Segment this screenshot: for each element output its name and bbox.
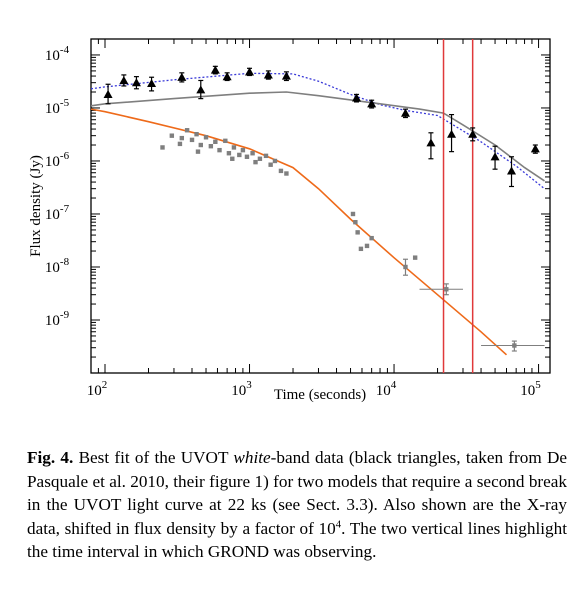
plot-area xyxy=(91,39,545,373)
xray-square-point xyxy=(403,264,408,270)
y-tick-label: 10-7 xyxy=(45,203,70,223)
plot-frame xyxy=(90,38,551,374)
xray-square-point xyxy=(278,168,284,174)
xray-square-point xyxy=(231,145,237,150)
y-tick-label: 10-8 xyxy=(45,256,70,276)
caption-text-c: . The two vertical lines highlight the t… xyxy=(27,518,567,562)
xray-square-point xyxy=(208,143,214,149)
xray-square-point xyxy=(369,235,374,241)
figure-caption: Fig. 4. Best fit of the UVOT white-band … xyxy=(27,446,567,564)
xray-square-point xyxy=(223,138,228,144)
caption-emphasis: white xyxy=(233,448,271,467)
x-axis-title: Time (seconds) xyxy=(274,387,366,403)
x-tick-label: 102 xyxy=(87,379,108,399)
xray-square-point xyxy=(169,133,175,138)
xray-square-point xyxy=(198,142,203,148)
xray-square-point xyxy=(412,255,418,260)
xray-square-point xyxy=(250,151,255,156)
uvot-triangle-point xyxy=(210,65,220,74)
xray-square-point xyxy=(364,243,370,249)
y-tick-label: 10-9 xyxy=(45,309,70,329)
xray-square-point xyxy=(213,139,218,144)
xray-square-point xyxy=(237,152,242,158)
xray-square-point xyxy=(272,158,278,164)
xray-square-point xyxy=(194,131,199,137)
uvot-triangle-point xyxy=(447,129,457,138)
y-tick-label: 10-6 xyxy=(45,150,70,170)
xray-square-point xyxy=(350,211,356,217)
uvot-triangle-point xyxy=(507,166,517,175)
caption-text-a: Best fit of the UVOT xyxy=(73,448,234,467)
xray-square-point xyxy=(353,219,358,225)
x-tick-label: 103 xyxy=(231,379,252,399)
xray-square-point xyxy=(444,287,449,292)
x-tick-label: 105 xyxy=(520,379,541,399)
uvot-triangle-point xyxy=(468,129,478,138)
xray-square-point xyxy=(240,147,246,153)
uvot-triangle-point xyxy=(177,72,187,81)
caption-label: Fig. 4. xyxy=(27,448,74,467)
xray-square-point xyxy=(177,141,183,147)
uvot-triangle-point xyxy=(245,67,255,76)
xray-square-point xyxy=(263,153,269,159)
uvot-triangle-point xyxy=(103,89,113,99)
xray-square-point xyxy=(284,171,289,176)
caption-text-b: -band data (black triangles, taken from … xyxy=(27,448,567,538)
xray-square-point xyxy=(226,151,232,156)
uvot-triangle-point xyxy=(352,93,362,102)
xray-square-point xyxy=(355,230,360,235)
xray-square-point xyxy=(512,343,517,348)
xray-square-point xyxy=(257,156,263,161)
uvot-triangle-point xyxy=(147,78,157,88)
uvot-triangle-point xyxy=(222,72,232,81)
model-curve-0 xyxy=(91,108,508,356)
xray-square-point xyxy=(195,149,201,154)
xray-square-point xyxy=(184,128,190,133)
xray-square-point xyxy=(230,156,235,161)
uvot-triangle-point xyxy=(281,71,291,80)
xray-square-point xyxy=(358,246,364,252)
xray-square-point xyxy=(253,159,258,165)
y-tick-label: 10-4 xyxy=(45,44,70,64)
y-axis-title: Flux density (Jy) xyxy=(28,155,44,257)
light-curve-chart: 102 103 104 105 10-4 10-5 10-6 10-7 10-8 10-9 Time… xyxy=(28,38,551,403)
xray-square-point xyxy=(179,135,185,141)
xray-square-point xyxy=(189,137,195,143)
xray-square-point xyxy=(160,145,165,150)
uvot-triangle-point xyxy=(131,78,141,87)
xray-square-point xyxy=(244,154,250,159)
y-tick-label: 10-5 xyxy=(45,97,70,117)
caption-superscript: 4 xyxy=(335,517,342,530)
xray-square-point xyxy=(203,135,209,140)
uvot-triangle-point xyxy=(426,138,436,147)
uvot-triangle-point xyxy=(490,152,500,161)
uvot-triangle-point xyxy=(400,108,410,117)
uvot-triangle-point xyxy=(119,75,129,85)
xray-square-point xyxy=(268,162,273,167)
uvot-triangle-point xyxy=(196,85,206,94)
x-tick-label: 104 xyxy=(376,379,397,399)
uvot-triangle-point xyxy=(530,144,540,153)
model-curve-1 xyxy=(91,72,545,190)
uvot-triangle-point xyxy=(263,70,273,79)
xray-square-point xyxy=(217,147,222,153)
uvot-triangle-point xyxy=(367,99,377,108)
model-curve-2 xyxy=(91,91,545,182)
